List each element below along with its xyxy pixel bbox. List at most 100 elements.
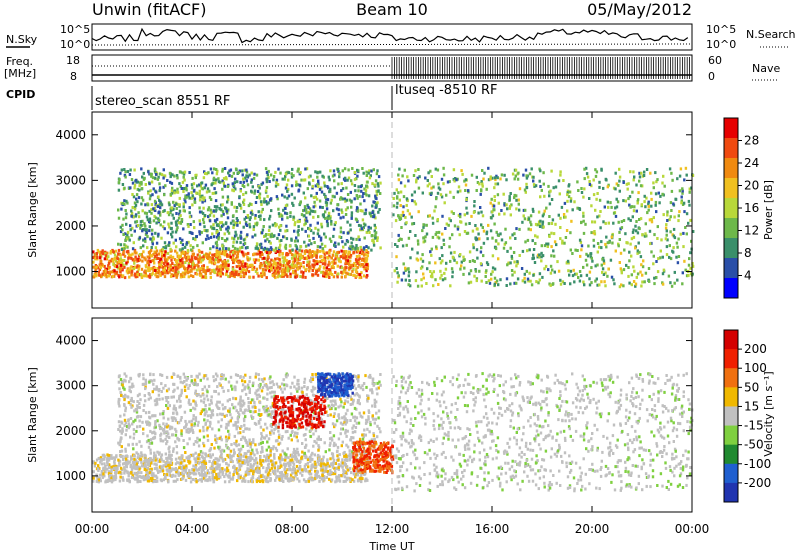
range-gate-cell [359,224,363,228]
range-gate-cell [197,260,200,264]
cpid-label: CPID [6,88,35,101]
range-gate-cell [140,471,143,475]
range-gate-cell [658,201,661,205]
range-gate-cell [190,183,194,187]
range-gate-cell [201,187,204,191]
range-gate-cell [174,270,177,274]
range-gate-cell [260,251,263,255]
range-gate-cell [136,265,139,269]
range-gate-cell [166,459,169,463]
range-gate-cell [584,258,588,262]
range-gate-cell [347,231,350,235]
range-gate-cell [146,218,150,222]
range-gate-cell [143,453,146,457]
range-gate-cell [255,258,258,262]
range-gate-cell [153,169,157,173]
range-gate-cell [673,270,676,274]
range-gate-cell [549,264,553,268]
range-gate-cell [443,271,446,275]
range-gate-cell [397,239,400,242]
range-gate-cell [416,251,419,255]
range-gate-cell [343,266,346,270]
range-gate-cell [143,222,146,226]
range-gate-cell [240,264,243,268]
range-gate-cell [188,230,191,234]
range-gate-cell [181,180,185,184]
range-gate-cell [669,257,673,261]
range-gate-cell [119,455,123,459]
range-gate-cell [326,470,329,473]
range-gate-cell [130,269,134,273]
range-gate-cell [266,480,270,484]
range-gate-cell [566,209,569,213]
range-gate-cell [163,220,166,224]
range-gate-cell [190,191,193,195]
range-gate-cell [628,259,631,263]
range-gate-cell [268,265,271,269]
range-gate-cell [95,274,98,278]
range-gate-cell [333,179,336,183]
range-gate-cell [167,243,170,247]
range-gate-cell [538,223,541,227]
range-gate-cell [628,250,631,254]
range-gate-cell [632,235,636,239]
range-gate-cell [341,461,345,465]
range-gate-cell [236,252,240,256]
range-gate-cell [550,231,553,235]
range-gate-cell [453,224,457,228]
range-gate-cell [193,264,197,268]
range-gate-cell [231,475,235,479]
range-gate-cell [304,196,307,200]
range-gate-cell [212,470,216,474]
range-gate-cell [359,209,362,213]
range-gate-cell [239,476,242,479]
range-gate-cell [188,196,191,200]
range-gate-cell [322,249,325,253]
range-gate-cell [113,257,116,261]
range-gate-cell [159,249,162,253]
range-gate-cell [218,247,221,251]
range-gate-cell [588,283,592,287]
range-gate-cell [277,212,281,216]
range-gate-cell [448,245,451,249]
range-gate-cell [530,167,533,171]
range-gate-cell [257,274,260,278]
range-gate-cell [371,234,374,237]
range-gate-cell [445,222,448,226]
range-gate-cell [241,245,244,249]
range-gate-cell [650,191,653,195]
range-gate-cell [363,212,366,216]
range-gate-cell [612,211,616,215]
range-gate-cell [323,274,327,278]
range-gate-cell [344,453,348,457]
range-gate-cell [95,265,98,269]
range-gate-cell [257,249,260,252]
range-gate-cell [300,456,303,460]
range-gate-cell [119,243,123,247]
range-gate-cell [345,198,348,202]
range-gate-cell [273,222,277,226]
range-gate-cell [253,453,256,457]
range-gate-cell [157,195,160,199]
range-gate-cell [242,180,245,184]
range-gate-cell [360,227,363,231]
range-gate-cell [434,232,437,236]
range-gate-cell [492,204,496,208]
range-gate-cell [578,238,582,242]
range-gate-cell [409,230,412,233]
range-gate-cell [122,263,125,267]
range-gate-cell [398,167,401,171]
range-gate-cell [523,276,526,280]
range-gate-cell [609,201,612,205]
range-gate-cell [244,221,248,224]
range-gate-cell [261,257,264,261]
range-gate-cell [452,195,455,199]
range-gate-cell [291,471,294,475]
range-gate-cell [316,175,319,179]
range-gate-cell [353,261,356,265]
range-gate-cell [100,470,103,473]
range-gate-cell [238,466,241,470]
range-gate-cell [437,283,440,286]
range-gate-cell [278,214,281,218]
range-gate-cell [426,179,429,182]
